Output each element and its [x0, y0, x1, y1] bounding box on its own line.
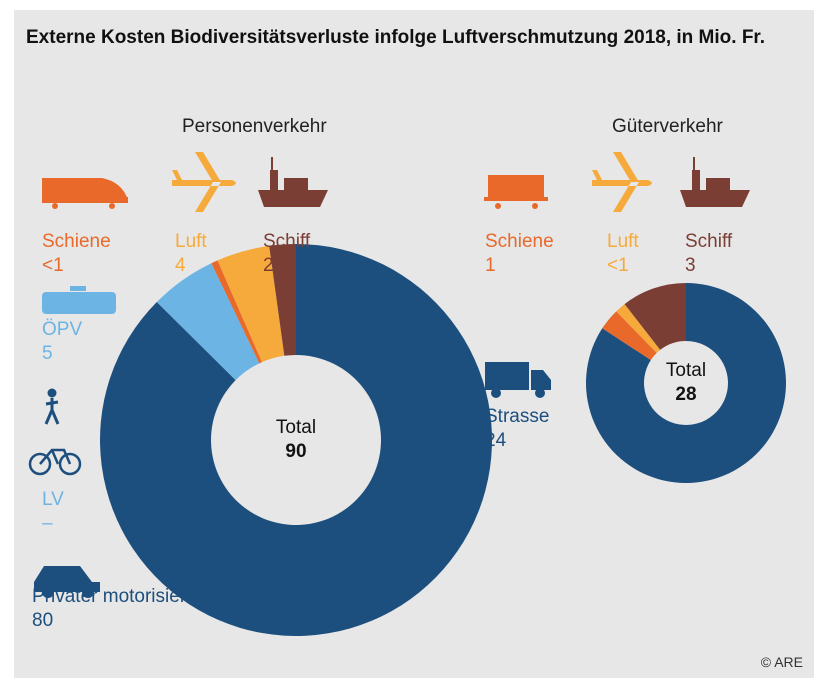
chart-title: Güterverkehr [612, 116, 723, 137]
total-label: Total [665, 360, 707, 381]
car-icon [34, 566, 100, 598]
legend-item: Schiene 1 [485, 230, 585, 278]
total: Total 90 [236, 416, 356, 464]
total-value: 90 [285, 441, 307, 462]
legend-item: Luft <1 [607, 230, 667, 278]
category-label: Strasse [485, 406, 550, 427]
total-label: Total [275, 417, 317, 438]
legend-item: ÖPV 5 [42, 318, 142, 366]
legend-item: Schiff 3 [685, 230, 765, 278]
slice [602, 311, 657, 361]
slice [586, 283, 786, 484]
tram-icon [42, 286, 116, 314]
category-label: ÖPV [42, 319, 83, 340]
plane-icon [592, 152, 652, 212]
legend-item: Luft 4 [175, 230, 255, 278]
value-label: 2 [263, 255, 274, 276]
value-label: 1 [485, 255, 496, 276]
chart-title: Personenverkehr [182, 116, 327, 137]
category-label: Luft [175, 231, 207, 252]
legend-item: Schiene <1 [42, 230, 142, 278]
train-icon [42, 178, 128, 209]
slice [156, 263, 260, 381]
value-label: 80 [32, 610, 54, 631]
value-label: 5 [42, 343, 53, 364]
category-label: Schiene [42, 231, 111, 252]
category-label: Schiene [485, 231, 554, 252]
ship-icon [680, 157, 750, 207]
legend-item: Privater motorisierter Personenverkehr 80 [32, 585, 362, 633]
source: © ARE [760, 654, 803, 670]
value-label: 3 [685, 255, 696, 276]
slice [624, 283, 686, 350]
value-label: <1 [42, 255, 64, 276]
legend-item: Strasse 24 [485, 405, 585, 453]
total-value: 28 [675, 384, 697, 405]
legend-item: LV – [42, 488, 142, 536]
slice [99, 244, 492, 636]
category-label: Schiff [263, 231, 311, 252]
category-label: LV [42, 489, 64, 510]
category-label: Privater motorisierter Personenverkehr [32, 586, 359, 607]
walk-icon [44, 388, 60, 425]
category-label: Schiff [685, 231, 733, 252]
slice [616, 304, 661, 353]
value-label: 24 [485, 430, 507, 451]
truck-icon [485, 362, 551, 398]
bike-icon [28, 448, 82, 476]
slice [217, 245, 285, 363]
legend-item: Schiff 2 [263, 230, 343, 278]
ship-icon [258, 157, 328, 207]
value-label: 4 [175, 255, 186, 276]
category-label: Luft [607, 231, 639, 252]
value-label: – [42, 513, 53, 534]
freight-icon [484, 175, 548, 209]
slice [211, 260, 262, 364]
value-label: <1 [607, 255, 629, 276]
total: Total 28 [626, 359, 746, 407]
title: Externe Kosten Biodiversitätsverluste in… [26, 27, 766, 48]
slice [269, 244, 296, 356]
plane-icon [172, 152, 236, 212]
